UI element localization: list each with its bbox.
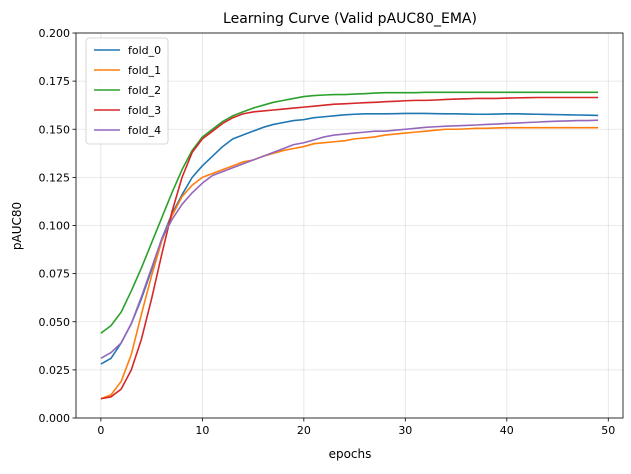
x-tick-label: 50	[601, 424, 615, 437]
y-tick-label: 0.025	[39, 364, 71, 377]
legend-label: fold_4	[128, 124, 161, 137]
x-tick-label: 20	[297, 424, 311, 437]
series-line-fold-2	[100, 91, 599, 334]
y-tick-label: 0.100	[39, 220, 71, 233]
series-line-fold-0	[100, 112, 599, 365]
y-tick-label: 0.000	[39, 412, 71, 425]
y-tick-label: 0.175	[39, 75, 71, 88]
x-axis-label: epochs	[329, 447, 372, 461]
x-tick-label: 10	[195, 424, 209, 437]
y-axis-label: pAUC80	[10, 202, 24, 250]
y-tick-label: 0.050	[39, 316, 71, 329]
legend: fold_0 fold_1 fold_2 fold_3 fold_4	[85, 37, 169, 145]
y-tick-label: 0.150	[39, 123, 71, 136]
y-tick-label: 0.200	[39, 27, 71, 40]
legend-label: fold_0	[128, 44, 161, 57]
y-axis-ticks: 0.000 0.025 0.050 0.075 0.100 0.125 0.150 0.175…	[39, 27, 76, 425]
x-tick-label: 30	[398, 424, 412, 437]
legend-label: fold_1	[128, 64, 161, 77]
y-tick-label: 0.075	[39, 268, 71, 281]
x-axis-ticks: 0 10 20 30 40 50	[97, 418, 615, 437]
x-tick-label: 40	[500, 424, 514, 437]
legend-box	[85, 37, 169, 145]
series-lines	[100, 91, 599, 400]
series-line-fold-4	[100, 119, 599, 360]
legend-label: fold_3	[128, 104, 161, 117]
y-tick-label: 0.125	[39, 171, 71, 184]
chart-title: Learning Curve (Valid pAUC80_EMA)	[223, 11, 477, 27]
legend-label: fold_2	[128, 84, 161, 97]
series-line-fold-1	[100, 126, 599, 400]
x-tick-label: 0	[97, 424, 104, 437]
series-line-fold-3	[100, 96, 599, 400]
